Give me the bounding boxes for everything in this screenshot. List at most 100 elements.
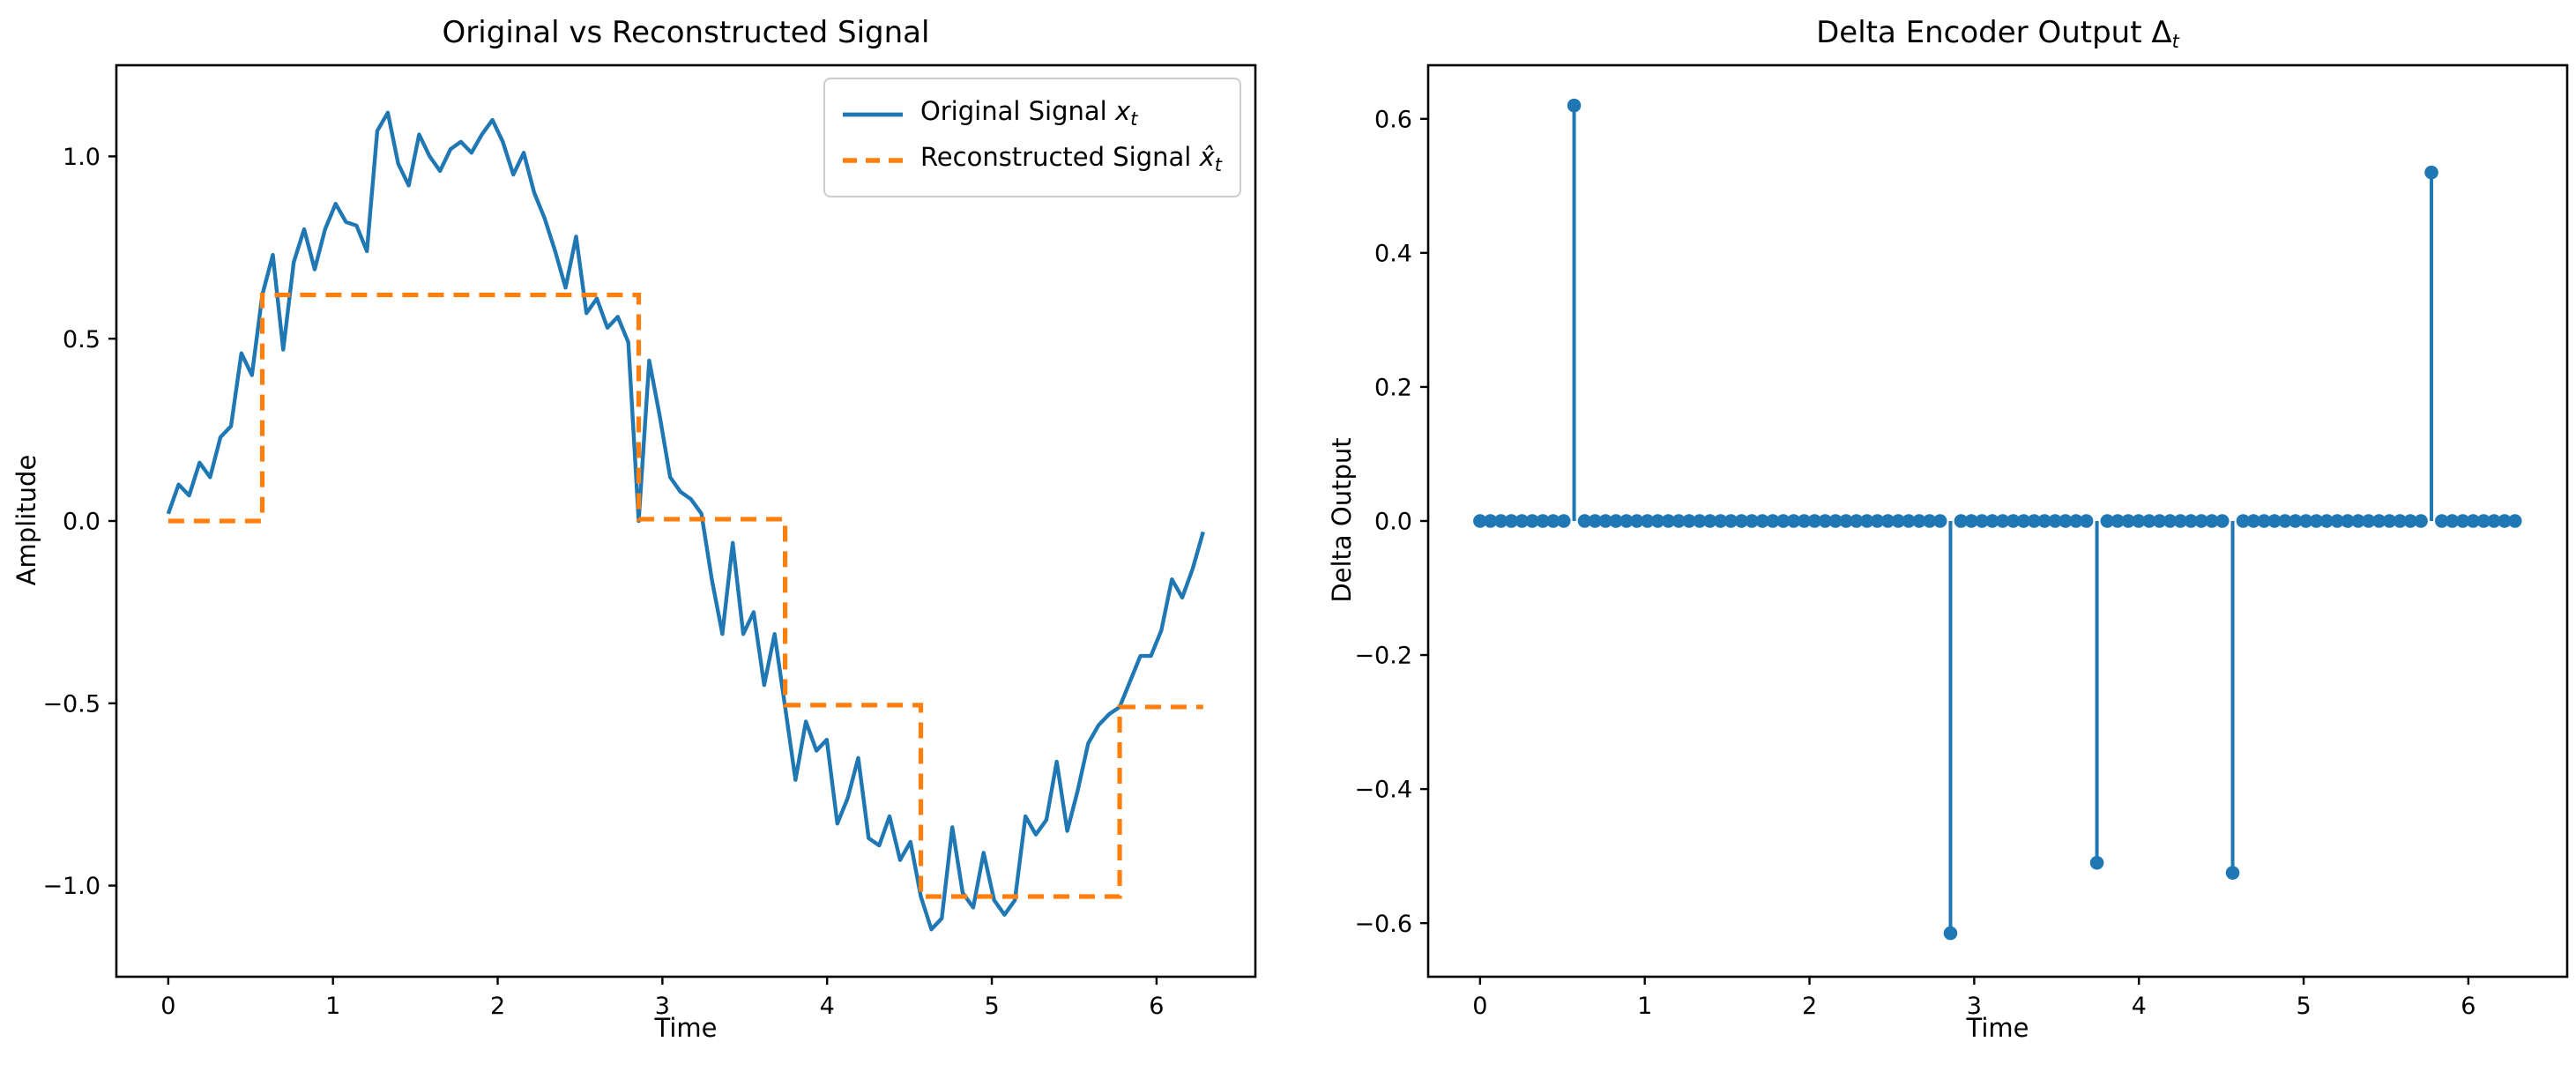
x-tick-label: 6 [2461, 993, 2475, 1020]
x-tick-label: 3 [1967, 993, 1982, 1020]
x-tick-label: 4 [820, 993, 835, 1020]
y-tick-label: 0.4 [1374, 240, 1412, 267]
x-tick-label: 1 [325, 993, 340, 1020]
delta-marker [2184, 514, 2199, 528]
delta-marker [1493, 514, 1508, 528]
delta-marker [2351, 514, 2365, 528]
x-tick-label: 5 [984, 993, 999, 1020]
x-tick-label: 6 [1149, 993, 1164, 1020]
delta-marker [1870, 514, 1885, 528]
delta-marker [1525, 514, 1539, 528]
delta-marker [1766, 514, 1780, 528]
delta-marker [1724, 514, 1738, 528]
delta-marker [2079, 514, 2094, 528]
y-tick-label: 0.0 [1374, 509, 1412, 536]
delta-marker [1567, 98, 1582, 113]
delta-marker [1629, 514, 1644, 528]
x-tick-label: 3 [655, 993, 670, 1020]
delta-marker [1640, 514, 1655, 528]
delta-marker [1912, 514, 1926, 528]
delta-marker [1588, 514, 1603, 528]
delta-marker [2225, 866, 2240, 880]
delta-marker [2257, 514, 2272, 528]
delta-marker [2141, 514, 2156, 528]
delta-marker [1891, 514, 1906, 528]
delta-marker [2507, 514, 2522, 528]
original-signal-line [166, 110, 1205, 932]
axes-spines [1426, 63, 2569, 979]
delta-marker [1954, 514, 1969, 528]
left-x-axis-label: Time [654, 1016, 718, 1044]
y-tick-label: −0.5 [42, 690, 101, 718]
delta-marker [1515, 514, 1530, 528]
delta-marker [2205, 514, 2219, 528]
delta-marker [1671, 514, 1686, 528]
delta-marker [1504, 514, 1519, 528]
delta-symbol: Δ [2151, 16, 2172, 51]
reconstructed-signal-line-sample [842, 158, 903, 163]
delta-marker [2403, 514, 2417, 528]
delta-marker [2466, 514, 2481, 528]
delta-marker [1964, 514, 1978, 528]
delta-marker [2006, 514, 2021, 528]
x-tick-label: 4 [2132, 993, 2147, 1020]
delta-marker [1702, 514, 1717, 528]
x-tick-label: 1 [1637, 993, 1652, 1020]
original-signal-line-sample [842, 112, 903, 117]
y-tick-label: 0.6 [1374, 106, 1412, 133]
delta-marker [1880, 514, 1895, 528]
delta-marker [2069, 514, 2083, 528]
delta-marker [2027, 514, 2042, 528]
delta-marker [1598, 514, 1613, 528]
delta-marker [2341, 514, 2355, 528]
delta-marker [1734, 514, 1749, 528]
delta-marker [2498, 514, 2512, 528]
delta-marker [1556, 514, 1571, 528]
axes-spines [115, 63, 1257, 979]
delta-marker [2089, 855, 2104, 870]
delta-marker [1932, 514, 1947, 528]
delta-marker [2455, 514, 2470, 528]
y-tick-label: −1.0 [42, 873, 101, 900]
delta-marker [1943, 926, 1958, 941]
delta-marker [2414, 514, 2428, 528]
legend-math-var: x̂ [1199, 145, 1215, 173]
delta-marker [2016, 514, 2031, 528]
x-tick-label: 5 [2296, 993, 2311, 1020]
delta-marker [1546, 514, 1560, 528]
delta-marker [2059, 514, 2073, 528]
delta-marker [2361, 514, 2376, 528]
delta-marker [1828, 514, 1843, 528]
delta-marker [1839, 514, 1853, 528]
delta-marker [2037, 514, 2051, 528]
delta-marker [2132, 514, 2146, 528]
delta-marker [1985, 514, 1999, 528]
reconstructed-signal-line [168, 292, 1203, 899]
delta-marker [2152, 514, 2167, 528]
right-x-axis-label: Time [1966, 1016, 2029, 1044]
y-tick-label: −0.6 [1354, 911, 1412, 938]
right-y-axis-label: Delta Output [1329, 437, 1358, 603]
x-tick-label: 0 [1472, 993, 1487, 1020]
delta-marker [1619, 514, 1634, 528]
delta-marker [2278, 514, 2292, 528]
delta-marker [2487, 514, 2501, 528]
delta-marker [2298, 514, 2313, 528]
y-tick-label: 1.0 [63, 144, 101, 171]
delta-marker [1922, 514, 1937, 528]
delta-marker [2111, 514, 2125, 528]
delta-marker [2371, 514, 2386, 528]
delta-subscript: t [2171, 32, 2179, 53]
legend-text: Original Signal [919, 99, 1115, 127]
delta-marker [1975, 514, 1989, 528]
delta-marker [2393, 514, 2408, 528]
y-tick-label: 0.2 [1374, 375, 1412, 402]
delta-marker [2476, 514, 2491, 528]
delta-marker [1713, 514, 1728, 528]
delta-marker [1682, 514, 1696, 528]
x-tick-label: 2 [490, 993, 505, 1020]
legend-label-reconstructed: Reconstructed Signal x̂t [920, 145, 1222, 176]
delta-marker [1849, 514, 1864, 528]
